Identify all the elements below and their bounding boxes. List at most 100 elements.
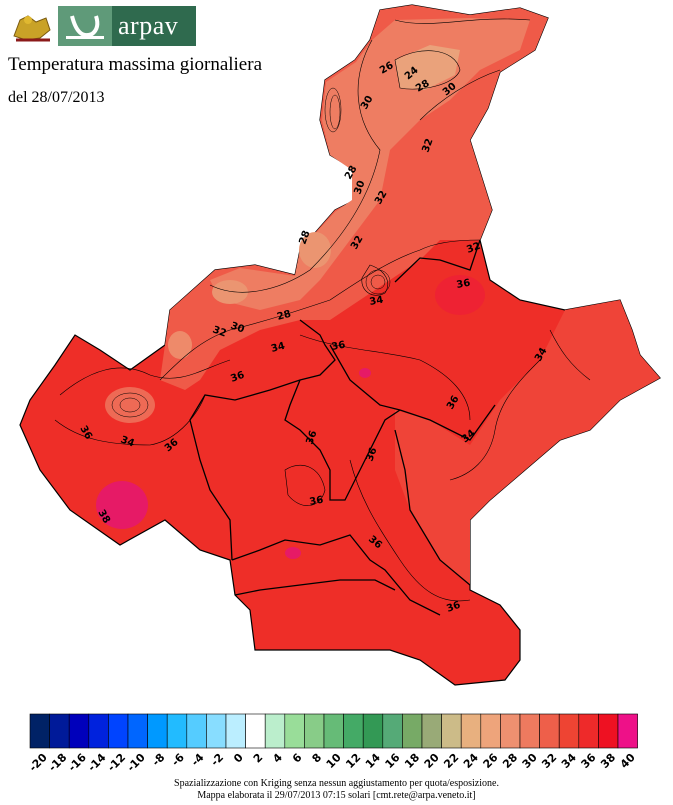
legend-swatch: [29, 713, 50, 749]
zone-38-b: [359, 368, 371, 378]
map-title: Temperatura massima giornaliera: [8, 54, 263, 75]
legend-label: -10: [125, 751, 148, 774]
contour-label: 34: [270, 341, 286, 355]
zone-26-c: [168, 331, 192, 359]
legend-label: 24: [461, 751, 481, 771]
zone-38-verona: [96, 481, 148, 529]
zone-28: [210, 18, 530, 310]
legend-label: 8: [310, 751, 325, 766]
legend-swatch: [127, 713, 148, 749]
legend-swatch: [402, 713, 423, 749]
footer-method-note: Spazializzazione con Kriging senza nessu…: [174, 778, 499, 789]
legend-swatch: [108, 713, 129, 749]
legend-swatch: [382, 713, 403, 749]
legend-swatch: [500, 713, 521, 749]
contour-label: 36: [229, 370, 246, 385]
zone-24: [395, 45, 460, 90]
legend-label: 0: [231, 751, 246, 766]
legend-swatch: [166, 713, 188, 749]
arpav-logo: arpav: [6, 6, 196, 46]
legend-swatch: [304, 713, 325, 749]
zone-34-east: [395, 300, 660, 585]
legend-label: 10: [324, 751, 344, 771]
legend-label: -18: [46, 751, 69, 774]
zone-36-east: [435, 275, 485, 315]
legend-label: 32: [539, 751, 559, 771]
legend-label: -4: [189, 751, 207, 769]
legend-label: 6: [290, 751, 305, 766]
legend-label: -2: [208, 751, 226, 769]
legend-label: 34: [559, 751, 579, 771]
contour-label: 34: [119, 434, 136, 449]
contour-label: 36: [304, 429, 319, 446]
legend-swatch: [558, 713, 580, 749]
contour-label: 30: [229, 320, 246, 335]
legend-swatch: [88, 713, 109, 749]
contour-label: 36: [456, 278, 472, 291]
legend-label: 28: [500, 751, 520, 771]
legend-label: 16: [383, 751, 403, 771]
contour-label: 36: [364, 446, 379, 463]
contour-labels: 24 26 28 30 30 30 32 32 32 32 28 28 28 3…: [77, 60, 549, 615]
legend-labels: -20-18-16-14-12-10 -8 -6 -4 -2 0 2 4 6 8 10 12 14 16 1…: [27, 751, 638, 774]
legend-swatch: [264, 713, 286, 749]
contour-label: 32: [211, 324, 228, 339]
legend-label: -16: [66, 751, 89, 774]
legend-label: 2: [251, 751, 266, 766]
contour-label: 28: [276, 309, 292, 323]
contour-label: 36: [331, 340, 347, 353]
legend-swatch: [343, 713, 364, 749]
legend-label: -14: [85, 751, 108, 774]
contour-label: 36: [445, 600, 462, 615]
legend-swatch: [225, 713, 246, 749]
legend-swatch: [578, 713, 599, 749]
legend-label: -6: [169, 751, 187, 769]
temperature-legend: -20-18-16-14-12-10 -8 -6 -4 -2 0 2 4 6 8 10 12 14 16 1…: [27, 713, 638, 774]
dense-isotherms: [111, 87, 391, 418]
contour-label: 32: [420, 137, 435, 154]
legend-swatch: [68, 713, 90, 749]
legend-swatch: [206, 713, 227, 749]
brand-name: arpav: [112, 6, 196, 46]
legend-label: 20: [422, 751, 442, 771]
legend-label: 26: [481, 751, 501, 771]
legend-swatch: [598, 713, 619, 749]
legend-swatch: [460, 713, 482, 749]
legend-swatch: [480, 713, 501, 749]
zone-26-b: [212, 280, 248, 304]
legend-label: 30: [520, 751, 540, 771]
legend-swatch: [323, 713, 344, 749]
legend-label: 18: [402, 751, 422, 771]
legend-label: 36: [579, 751, 599, 771]
legend-swatch: [186, 713, 207, 749]
legend-swatch: [245, 713, 266, 749]
legend-label: 22: [441, 751, 461, 771]
arpav-mark-icon: [58, 6, 112, 46]
contour-label: 28: [297, 229, 312, 246]
legend-label: 12: [343, 751, 363, 771]
legend-swatch: [441, 713, 462, 749]
zone-26-a: [299, 232, 331, 268]
zone-38-a: [285, 547, 301, 559]
legend-swatch: [284, 713, 305, 749]
legend-label: 4: [270, 751, 285, 766]
lion-emblem-icon: [6, 6, 58, 46]
footer-elaboration-note: Mappa elaborata il 29/07/2013 07:15 sola…: [197, 790, 476, 801]
legend-label: -12: [105, 751, 128, 774]
legend-label: 38: [598, 751, 618, 771]
legend-swatch: [49, 713, 70, 749]
legend-label: 14: [363, 751, 383, 771]
temperature-map: 24 26 28 30 30 30 32 32 32 32 28 28 28 3…: [19, 4, 661, 686]
legend-swatch: [362, 713, 384, 749]
legend-swatch: [539, 713, 560, 749]
contour-label: 36: [309, 495, 325, 508]
zone-30-west: [105, 387, 155, 423]
contour-label: 32: [465, 241, 482, 256]
legend-swatch: [147, 713, 168, 749]
legend-swatch: [519, 713, 540, 749]
isotherms: [54, 18, 591, 602]
contour-label: 30: [352, 179, 367, 196]
map-date: del 28/07/2013: [8, 89, 105, 106]
legend-swatches: [29, 713, 638, 749]
province-boundaries: [189, 239, 496, 616]
